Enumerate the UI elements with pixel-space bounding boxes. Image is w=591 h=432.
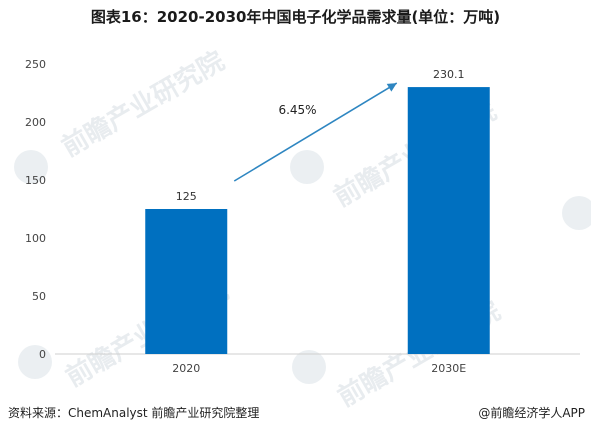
y-tick-label: 0: [39, 348, 46, 361]
y-tick-label: 150: [25, 174, 46, 187]
arrow-line: [233, 82, 398, 182]
source-note: 资料来源：ChemAnalyst 前瞻产业研究院整理: [8, 406, 260, 420]
growth-rate-label: 6.45%: [278, 103, 316, 117]
footer: 资料来源：ChemAnalyst 前瞻产业研究院整理 @前瞻经济学人APP: [0, 404, 591, 426]
watermark-logo-icon: [292, 350, 326, 384]
watermark-logo-icon: [14, 150, 48, 184]
data-label: 125: [176, 190, 197, 203]
y-tick-label: 50: [32, 290, 46, 303]
watermark-logo-icon: [18, 345, 52, 379]
x-axis: 2020 2030E: [172, 362, 466, 375]
bars-group: 125 230.1: [145, 68, 490, 355]
x-tick-label: 2020: [172, 362, 200, 375]
bar: [145, 209, 228, 354]
watermark-logo-icon: [290, 150, 324, 184]
growth-arrow: 6.45%: [233, 82, 398, 182]
watermark-logo-icon: [562, 196, 591, 230]
bar: [407, 87, 490, 355]
data-label: 230.1: [433, 68, 465, 81]
y-tick-label: 200: [25, 116, 46, 129]
y-tick-label: 250: [25, 58, 46, 71]
brand-handle: @前瞻经济学人APP: [478, 406, 585, 420]
chart-title: 图表16：2020-2030年中国电子化学品需求量(单位：万吨): [90, 8, 501, 26]
x-tick-label: 2030E: [431, 362, 466, 375]
y-tick-label: 100: [25, 232, 46, 245]
bar-chart: 0 50 100 150 200 250 125 230.1 2020 2030E 6.45%: [25, 58, 580, 375]
y-axis: 0 50 100 150 200 250: [25, 58, 46, 361]
arrow-head: [386, 83, 397, 92]
